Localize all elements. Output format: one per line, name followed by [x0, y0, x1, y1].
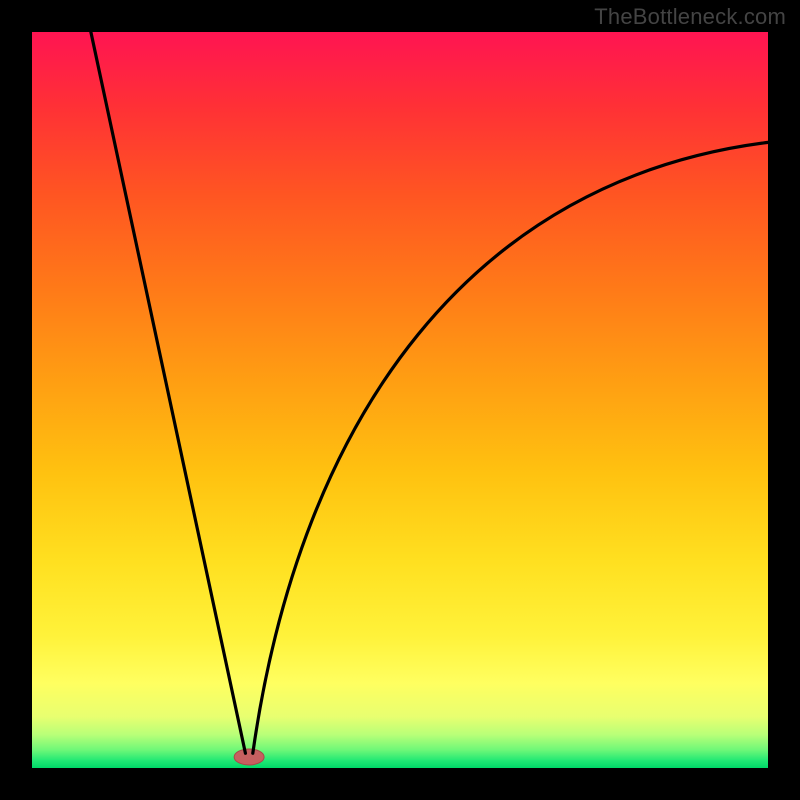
plot-background	[32, 32, 768, 768]
bottleneck-marker	[234, 749, 264, 765]
chart-container: TheBottleneck.com	[0, 0, 800, 800]
bottleneck-chart	[0, 0, 800, 800]
watermark-text: TheBottleneck.com	[594, 4, 786, 30]
